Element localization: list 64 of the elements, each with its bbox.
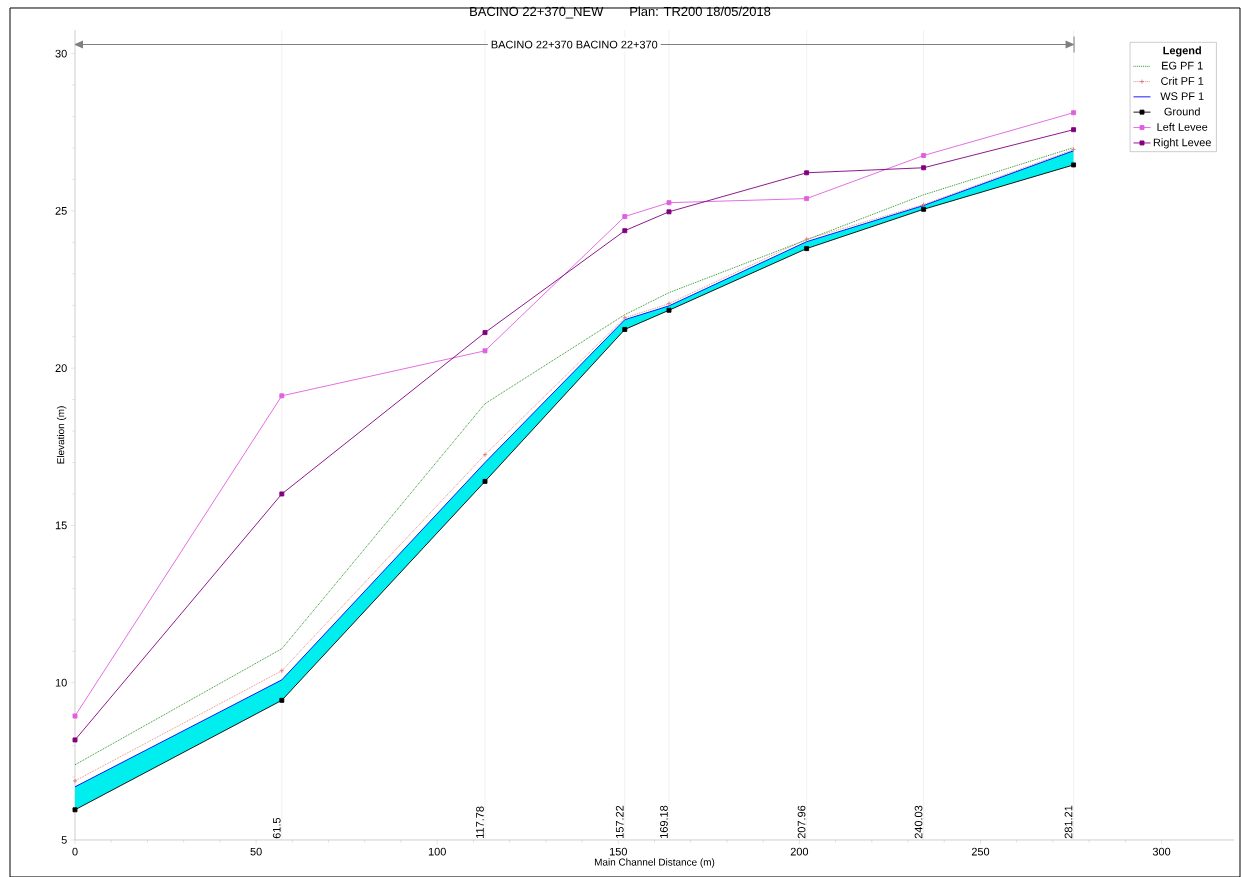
point: [482, 478, 488, 484]
annotation: BACINO 22+370 BACINO 22+370: [491, 40, 658, 49]
point: [666, 307, 672, 313]
annotation: 281.21: [1064, 805, 1073, 838]
point: [622, 315, 628, 321]
point: [921, 201, 927, 207]
legend-label: EG PF 1: [1162, 61, 1203, 70]
chart-subtitle: Plan: TR200 18/05/2018: [630, 6, 771, 16]
point: [279, 697, 285, 703]
x-tick-label: 150: [609, 847, 627, 856]
point: [1071, 110, 1076, 115]
annotation: 207.96: [797, 805, 806, 838]
point: [482, 451, 488, 457]
x-tick-label: 200: [790, 847, 809, 856]
point: [921, 152, 927, 158]
point: [666, 300, 672, 306]
annotation: 61.5: [272, 817, 281, 838]
annotation: 169.18: [660, 805, 668, 838]
x-axis-title: Main Channel Distance (m): [594, 858, 715, 868]
y-tick-label: 5: [61, 835, 67, 844]
x-tick-label: 250: [971, 847, 990, 856]
point: [666, 199, 672, 205]
legend-title: Legend: [1163, 46, 1201, 57]
point: [666, 209, 672, 215]
point: [804, 170, 810, 176]
point: [279, 491, 285, 497]
point: [72, 737, 78, 743]
point: [804, 245, 810, 251]
point: [622, 213, 628, 219]
point: [72, 807, 78, 812]
point: [279, 393, 285, 399]
chart-title: BACINO 22+370_NEW: [470, 6, 604, 19]
point: [921, 206, 927, 212]
y-tick-label: 25: [55, 206, 67, 215]
point: [1071, 127, 1076, 132]
y-tick-label: 10: [55, 678, 67, 687]
y-tick-label: 30: [55, 49, 67, 58]
point: [1071, 162, 1076, 168]
y-axis-title: Elevation (m): [56, 406, 67, 464]
point: [804, 195, 810, 201]
legend-label: Left Levee: [1157, 122, 1208, 131]
point: [72, 778, 78, 784]
point: [482, 348, 488, 354]
legend-label: Crit PF 1: [1161, 76, 1204, 85]
x-tick-label: 50: [250, 847, 262, 856]
point: [622, 227, 628, 233]
point: [279, 668, 285, 673]
x-tick-label: 0: [72, 847, 78, 856]
legend-label: Right Levee: [1153, 138, 1211, 149]
point: [921, 165, 927, 170]
point: [482, 329, 488, 335]
annotation: 157.22: [615, 805, 624, 838]
point: [1071, 146, 1076, 152]
x-tick-label: 100: [428, 847, 446, 856]
y-tick-label: 20: [55, 364, 67, 372]
point: [804, 236, 810, 242]
x-tick-label: 300: [1152, 847, 1171, 856]
annotation: 240.03: [914, 805, 923, 838]
legend-label: WS PF 1: [1160, 92, 1204, 100]
point: [622, 326, 628, 332]
point: [72, 713, 78, 719]
legend-label: Ground: [1164, 107, 1200, 116]
annotation: 117.78: [476, 806, 484, 838]
y-tick-label: 15: [55, 521, 67, 530]
